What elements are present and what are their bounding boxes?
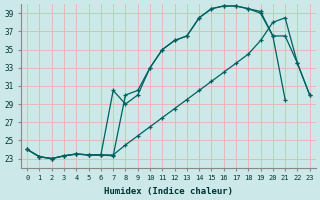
X-axis label: Humidex (Indice chaleur): Humidex (Indice chaleur)	[104, 187, 233, 196]
